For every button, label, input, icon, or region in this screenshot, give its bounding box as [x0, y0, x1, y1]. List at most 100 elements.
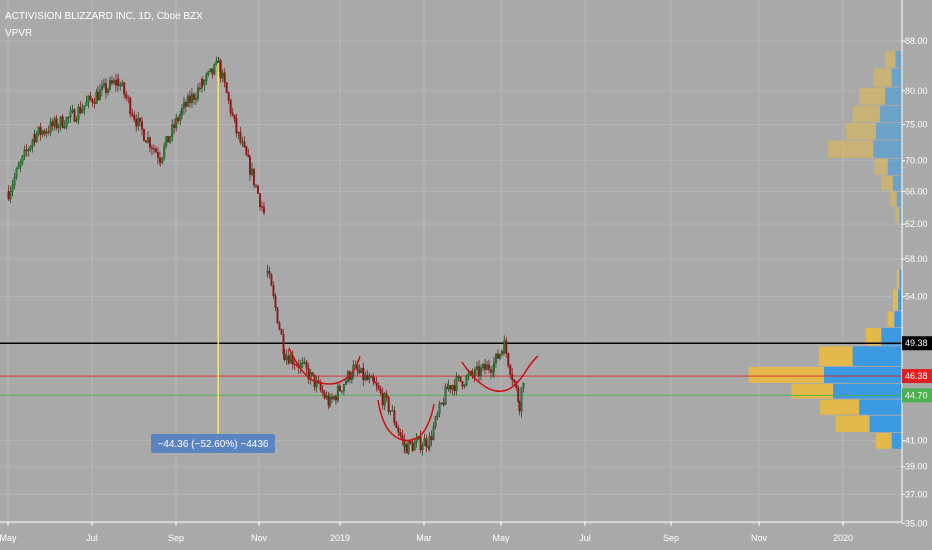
candle-body: [430, 436, 433, 440]
candle: [11, 180, 14, 197]
candle: [21, 155, 24, 166]
candle: [233, 114, 236, 124]
candle: [23, 145, 26, 161]
candle: [375, 376, 378, 392]
candle: [325, 390, 328, 400]
candle-body: [131, 113, 134, 116]
candle-body: [148, 137, 151, 148]
volume-profile-up-bar: [899, 269, 902, 289]
time-tick-label: Nov: [751, 533, 768, 543]
candle: [421, 442, 424, 456]
candle: [383, 391, 386, 411]
candle-body: [49, 121, 52, 133]
candle-body: [51, 121, 54, 127]
price-tick-label: 35.00: [905, 518, 928, 528]
candle-body: [154, 148, 157, 153]
candle: [379, 385, 382, 396]
candle-body: [69, 111, 72, 118]
volume-profile-up-bar: [898, 289, 902, 311]
volume-profile-up-bar: [885, 87, 902, 105]
candle: [461, 381, 464, 390]
candle: [340, 390, 343, 395]
candle: [282, 329, 285, 360]
candle-body: [379, 389, 382, 394]
candle-body: [112, 80, 115, 84]
candle-body: [85, 101, 88, 106]
candle: [51, 118, 54, 131]
candle: [188, 89, 191, 108]
candle: [285, 349, 288, 365]
candle-body: [283, 353, 286, 360]
time-axis[interactable]: May Jul Sep Nov 2019 Mar May Jul Sep Nov 2020: [0, 521, 902, 543]
candle-body: [177, 117, 180, 121]
candle: [455, 372, 458, 396]
candle: [247, 148, 250, 158]
candle-body: [366, 375, 369, 380]
candle: [276, 307, 279, 324]
volume-profile-down-bar: [896, 269, 900, 289]
measure-tool[interactable]: −44.36 (−52.60%) −4436: [151, 63, 275, 454]
candle: [272, 281, 275, 299]
candle: [163, 142, 166, 161]
annotation-curve-middle: [377, 399, 435, 442]
candle-body: [198, 87, 201, 89]
candle-body: [274, 295, 277, 308]
candle: [211, 68, 214, 79]
price-axis[interactable]: 88.00 80.00 75.00 70.00 66.00 62.00 58.00 54.00…: [901, 0, 928, 528]
candle: [125, 90, 128, 101]
candle-body: [229, 99, 232, 114]
candle: [71, 104, 74, 114]
candle: [319, 379, 322, 393]
candle: [119, 81, 122, 91]
candle-body: [432, 426, 435, 440]
candle-body: [428, 436, 431, 448]
volume-profile-down-bar: [865, 327, 882, 346]
candle-body: [377, 385, 380, 390]
candle-body: [27, 149, 30, 152]
candle: [69, 106, 72, 123]
candle-body: [473, 369, 476, 377]
volume-profile-up-bar: [891, 433, 902, 449]
candle-body: [260, 206, 263, 208]
candle: [215, 56, 218, 66]
candle-body: [336, 385, 339, 401]
candle: [235, 113, 238, 138]
candle: [366, 370, 369, 381]
candle-body: [55, 118, 58, 129]
candle-body: [342, 384, 345, 392]
candle-body: [477, 366, 480, 377]
candle: [49, 117, 52, 137]
candle-body: [250, 168, 253, 175]
candle-body: [106, 88, 109, 93]
candle-body: [21, 155, 24, 163]
candle: [85, 95, 88, 106]
candle-body: [447, 385, 450, 390]
candle: [165, 135, 168, 149]
candle: [415, 433, 418, 448]
indicator-label[interactable]: VPVR: [5, 28, 33, 39]
candle-body: [262, 206, 265, 214]
candle-body: [518, 401, 521, 412]
volume-profile-up-bar: [824, 366, 902, 383]
candle: [19, 159, 22, 173]
candle-body: [395, 422, 398, 428]
price-tick-label: 70.00: [905, 156, 928, 166]
candle: [481, 362, 484, 372]
candle-body: [350, 375, 353, 380]
candle: [159, 160, 162, 167]
candle-body: [407, 440, 410, 454]
candle-body: [489, 369, 492, 373]
candle: [373, 377, 376, 384]
price-tick-label: 75.00: [905, 120, 928, 130]
candle-body: [305, 361, 308, 369]
candle: [83, 105, 86, 116]
candle: [407, 440, 410, 455]
candle: [112, 77, 115, 85]
candle: [205, 72, 208, 86]
candle: [434, 415, 437, 430]
candle-body: [100, 85, 103, 91]
candle-body: [37, 126, 40, 135]
candle: [489, 365, 492, 379]
candle-body: [156, 152, 159, 158]
